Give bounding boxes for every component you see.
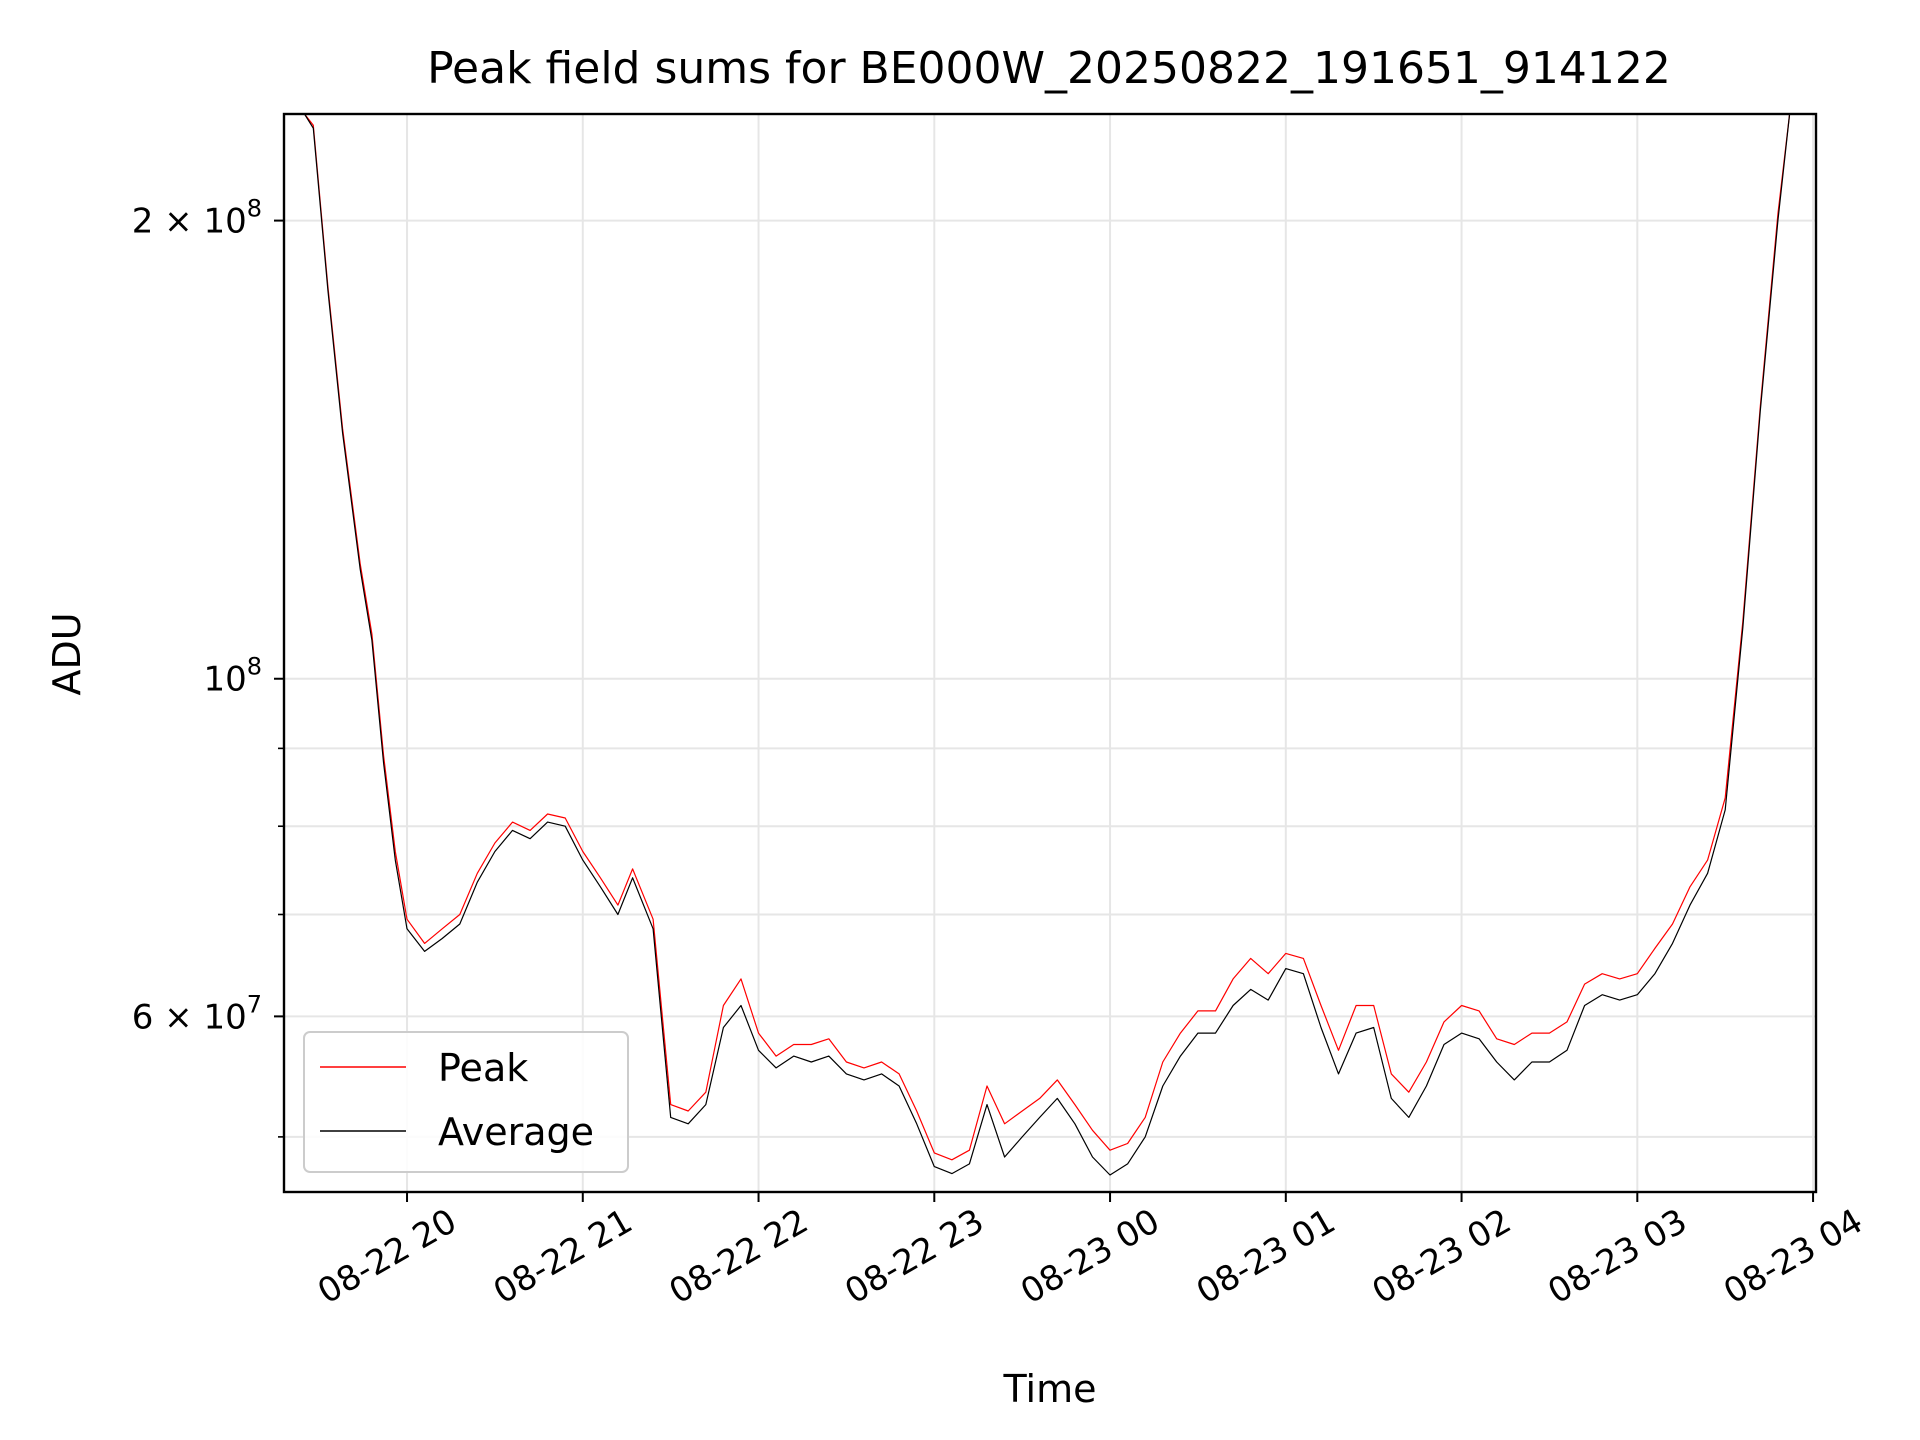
x-axis-label: Time (1003, 1367, 1097, 1411)
grid (284, 114, 1816, 1192)
y-axis-label: ADU (45, 612, 89, 695)
peak-series-line (284, 113, 1799, 1161)
y-tick-label: 108 (203, 653, 262, 700)
series-layer (284, 113, 1799, 1176)
legend: Peak Average (303, 1031, 629, 1173)
y-tick-label: 2 × 108 (132, 195, 262, 242)
legend-label-average: Average (438, 1110, 594, 1154)
y-tick-label: 6 × 107 (132, 990, 262, 1037)
chart-title: Peak field sums for BE000W_20250822_1916… (427, 43, 1671, 94)
y-axis-ticks: 108 2 × 108 6 × 107 (132, 195, 284, 1138)
plot-frame (282, 112, 1818, 1194)
average-series-line (284, 113, 1799, 1176)
legend-label-peak: Peak (438, 1046, 528, 1090)
